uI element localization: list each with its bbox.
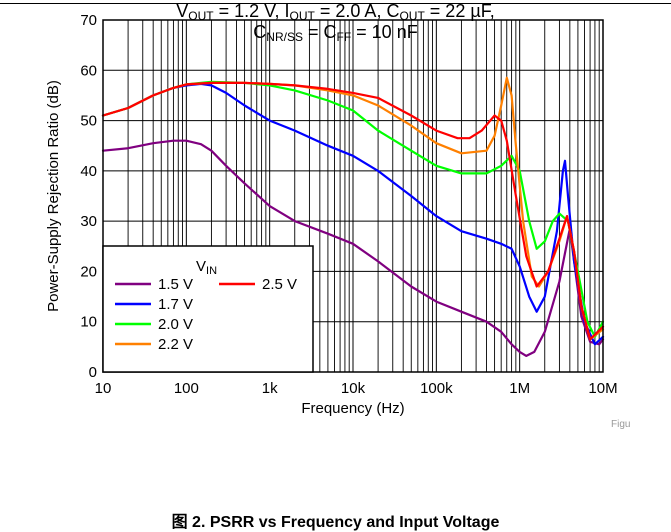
- x-tick-label: 10: [95, 380, 112, 397]
- y-tick-label: 10: [80, 314, 97, 331]
- figure-tag: Figu: [611, 419, 630, 430]
- figure-caption: 图 2. PSRR vs Frequency and Input Voltage: [171, 514, 500, 531]
- conditions-line-1: VOUT = 1.2 V, IOUT = 2.0 A, COUT = 22 µF…: [176, 1, 495, 23]
- y-tick-label: 20: [80, 263, 97, 280]
- x-axis-title: Frequency (Hz): [301, 400, 404, 417]
- x-tick-label: 1M: [509, 380, 530, 397]
- y-tick-label: 60: [80, 62, 97, 79]
- legend-box: [102, 245, 314, 373]
- y-tick-label: 30: [80, 213, 97, 230]
- x-tick-label: 10k: [341, 380, 366, 397]
- y-tick-label: 70: [80, 12, 97, 29]
- legend: VIN 1.5 V 1.7 V 2.0 V 2.2 V 2.5 V: [102, 245, 314, 373]
- legend-label: 1.7 V: [158, 296, 193, 313]
- top-rule: [0, 3, 671, 4]
- legend-label: 2.5 V: [262, 276, 297, 293]
- y-tick-label: 50: [80, 113, 97, 130]
- legend-items: 1.5 V 1.7 V 2.0 V 2.2 V 2.5 V: [115, 276, 297, 353]
- plot-frame: [102, 19, 604, 373]
- series-lines: [101, 76, 605, 357]
- conditions-line-2: CNR/SS = CFF = 10 nF: [253, 22, 418, 44]
- legend-label: 2.2 V: [158, 336, 193, 353]
- legend-label: 1.5 V: [158, 276, 193, 293]
- legend-label: 2.0 V: [158, 316, 193, 333]
- series-line-2-5-Vv: [101, 81, 605, 341]
- x-tick-label: 100k: [420, 380, 453, 397]
- legend-title: VIN: [196, 258, 217, 277]
- x-tick-label: 10M: [588, 380, 617, 397]
- y-tick-label: 40: [80, 163, 97, 180]
- y-axis-title: Power-Supply Rejection Ratio (dB): [45, 80, 62, 312]
- x-tick-label: 100: [174, 380, 199, 397]
- y-tick-label: 0: [89, 364, 97, 381]
- x-tick-label: 1k: [262, 380, 278, 397]
